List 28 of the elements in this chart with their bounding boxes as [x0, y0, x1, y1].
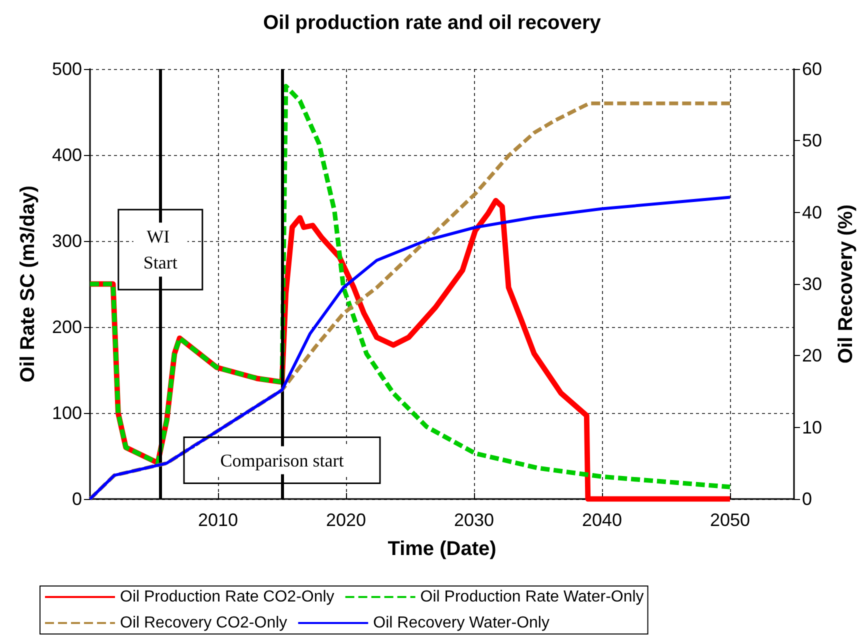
y2-axis-title: Oil Recovery (%) — [835, 204, 857, 364]
x-tick-label: 2030 — [454, 510, 494, 530]
legend-label: Oil Production Rate CO2-Only — [120, 588, 334, 606]
y-tick-label: 500 — [52, 59, 82, 79]
x-axis-title: Time (Date) — [388, 538, 496, 560]
y-axis-title: Oil Rate SC (m3/day) — [17, 186, 39, 382]
x-tick-label: 2020 — [326, 510, 366, 530]
ref-line-label: WI Start — [143, 226, 178, 273]
y2-tick-label: 10 — [802, 417, 822, 438]
y-tick-label: 0 — [72, 489, 82, 509]
ref-line-label: Comparison start — [220, 450, 344, 470]
legend-label: Oil Production Rate Water-Only — [420, 588, 644, 606]
chart-title: Oil production rate and oil recovery — [263, 12, 602, 34]
y-tick-label: 200 — [52, 317, 82, 337]
y-tick-label: 400 — [52, 145, 82, 165]
y2-tick-label: 0 — [802, 489, 812, 509]
y2-tick-label: 50 — [802, 130, 822, 151]
y2-tick-label: 40 — [802, 202, 822, 222]
x-tick-label: 2010 — [198, 510, 238, 530]
y2-tick-label: 20 — [802, 346, 822, 366]
x-tick-label: 2040 — [582, 510, 622, 530]
x-tick-label: 2050 — [710, 510, 750, 530]
y-tick-label: 100 — [52, 403, 82, 423]
legend-label: Oil Recovery CO2-Only — [120, 614, 288, 632]
y2-tick-label: 30 — [802, 274, 822, 294]
y-tick-label: 300 — [52, 231, 82, 251]
legend-label: Oil Recovery Water-Only — [373, 614, 550, 632]
y2-tick-label: 60 — [802, 59, 822, 79]
